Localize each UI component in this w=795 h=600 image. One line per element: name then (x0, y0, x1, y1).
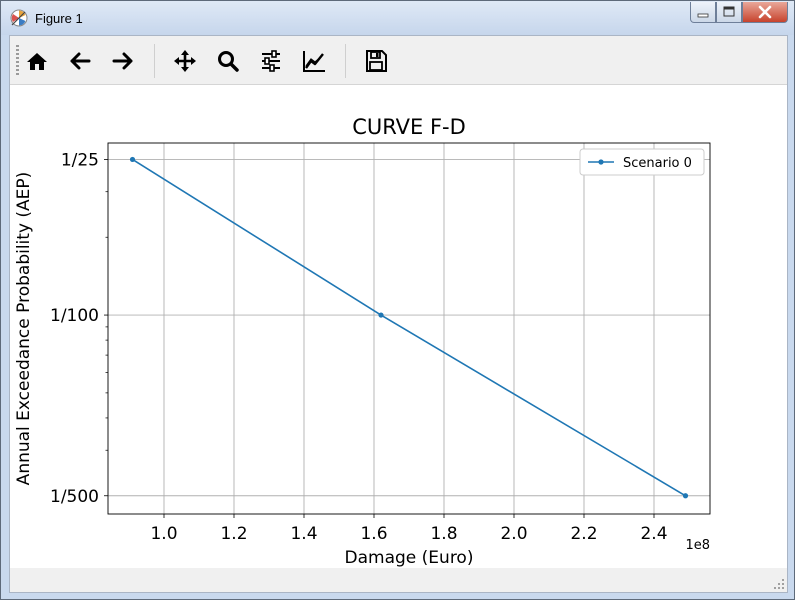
legend-box (579, 148, 705, 176)
x-tick-label: 1.4 (290, 524, 317, 544)
resize-grip-icon[interactable] (773, 578, 785, 590)
navigation-toolbar (10, 36, 787, 85)
x-tick-label: 1.0 (150, 524, 177, 544)
back-button[interactable] (63, 44, 97, 78)
figure-canvas[interactable]: 1.0 1.2 1.4 1.6 1.8 2.0 2.2 2.4 1/25 1/100 1/500 CU… (10, 85, 787, 568)
plot-svg[interactable]: 1.0 1.2 1.4 1.6 1.8 2.0 2.2 2.4 1/25 1/100 1/500 CU… (10, 85, 787, 568)
edit-axes-button[interactable] (297, 44, 331, 78)
toolbar-separator (345, 44, 346, 78)
sliders-icon (262, 50, 280, 72)
maximize-button[interactable] (716, 2, 742, 23)
x-axis-label: Damage (Euro) (345, 548, 474, 568)
floppy-disk-icon (366, 50, 387, 72)
minimize-button[interactable] (690, 2, 716, 23)
status-bar (10, 568, 787, 592)
data-point (129, 156, 136, 163)
y-tick-label: 1/100 (50, 306, 99, 326)
legend-label: Scenario 0 (623, 156, 692, 171)
title-bar[interactable]: Figure 1 (1, 1, 794, 35)
data-point (378, 312, 384, 318)
arrow-right-icon (112, 52, 133, 70)
save-button[interactable] (359, 44, 393, 78)
x-tick-label: 2.4 (640, 524, 667, 544)
y-axis-label: Annual Exceedance Probability (AEP) (14, 172, 34, 486)
home-button[interactable] (20, 44, 54, 78)
home-icon (27, 53, 47, 70)
axes-background (108, 143, 710, 514)
window-title: Figure 1 (35, 11, 83, 26)
pan-button[interactable] (168, 44, 202, 78)
subplots-button[interactable] (254, 44, 288, 78)
magnifier-icon (218, 51, 239, 72)
x-tick-label: 2.2 (570, 524, 597, 544)
data-point (682, 493, 689, 499)
maximize-icon (723, 6, 735, 17)
toolbar-separator (154, 44, 155, 78)
x-tick-label: 2.0 (500, 524, 527, 544)
close-button[interactable] (742, 2, 788, 23)
minimize-icon (697, 13, 709, 18)
y-tick-label: 1/25 (61, 150, 99, 170)
forward-button[interactable] (106, 44, 140, 78)
matplotlib-icon (10, 9, 28, 27)
close-icon (758, 5, 772, 19)
x-tick-label: 1.2 (220, 524, 247, 544)
arrow-left-icon (70, 52, 91, 70)
move-icon (174, 50, 196, 72)
x-tick-label: 1.8 (430, 524, 457, 544)
y-tick-label: 1/500 (50, 487, 99, 507)
line-chart-icon (303, 51, 325, 72)
axes-frame (107, 142, 711, 515)
zoom-button[interactable] (211, 44, 245, 78)
chart-title: CURVE F-D (352, 115, 466, 139)
toolbar-grip[interactable] (16, 45, 19, 77)
legend-marker (598, 159, 604, 165)
x-offset-label: 1e8 (685, 538, 710, 553)
client-area: 1.0 1.2 1.4 1.6 1.8 2.0 2.2 2.4 1/25 1/100 1/500 CU… (9, 35, 788, 593)
x-tick-label: 1.6 (360, 524, 387, 544)
